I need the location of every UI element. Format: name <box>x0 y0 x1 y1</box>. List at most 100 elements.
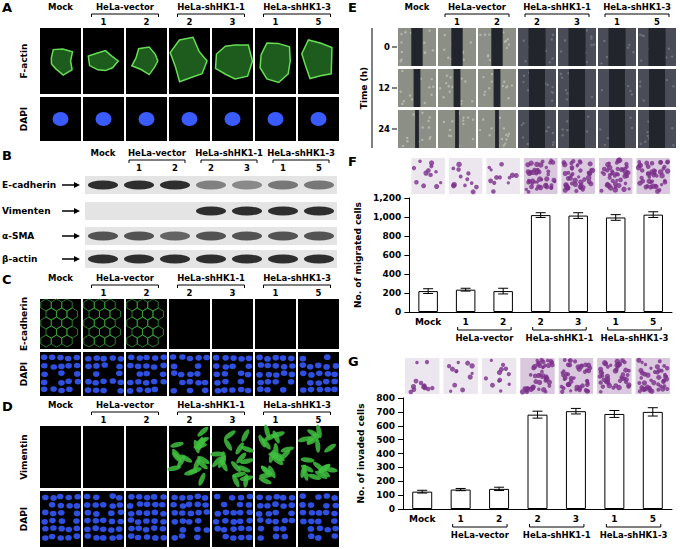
svg-text:3: 3 <box>230 17 236 27</box>
svg-text:24: 24 <box>378 124 390 134</box>
svg-text:400: 400 <box>376 449 395 459</box>
svg-text:HeLa-vector: HeLa-vector <box>455 333 514 343</box>
svg-text:2: 2 <box>494 17 500 27</box>
svg-text:0: 0 <box>389 504 395 514</box>
svg-text:1: 1 <box>273 288 279 298</box>
svg-text:1: 1 <box>614 17 620 27</box>
svg-text:Mock: Mock <box>48 273 73 283</box>
svg-text:F-actin: F-actin <box>19 44 29 79</box>
svg-text:Mock: Mock <box>91 148 116 158</box>
svg-text:HeLa-vector: HeLa-vector <box>128 148 187 158</box>
svg-text:C: C <box>2 272 12 287</box>
svg-text:400: 400 <box>383 269 402 279</box>
svg-text:α-SMA: α-SMA <box>2 231 34 241</box>
svg-text:HeLa-shHK1-3: HeLa-shHK1-3 <box>601 333 669 343</box>
svg-text:HeLa-shHK1-3: HeLa-shHK1-3 <box>600 530 668 540</box>
svg-text:3: 3 <box>573 514 579 524</box>
svg-text:1: 1 <box>136 163 142 173</box>
svg-text:2: 2 <box>496 514 502 524</box>
svg-text:HeLa-shHK1-1: HeLa-shHK1-1 <box>195 148 263 158</box>
svg-text:No. of migrated cells: No. of migrated cells <box>353 202 363 308</box>
svg-text:HeLa-shHK1-3: HeLa-shHK1-3 <box>263 400 331 410</box>
svg-text:G: G <box>348 354 359 369</box>
svg-text:5: 5 <box>650 317 656 327</box>
svg-text:3: 3 <box>574 17 580 27</box>
svg-text:Mock: Mock <box>409 514 436 524</box>
svg-text:800: 800 <box>383 231 402 241</box>
svg-text:DAPI: DAPI <box>19 107 29 131</box>
svg-text:HeLa-shHK1-1: HeLa-shHK1-1 <box>177 273 245 283</box>
svg-text:3: 3 <box>575 317 581 327</box>
svg-text:Mock: Mock <box>405 2 430 12</box>
svg-text:1: 1 <box>101 288 107 298</box>
svg-text:HeLa-vector: HeLa-vector <box>96 273 155 283</box>
svg-text:HeLa-shHK1-1: HeLa-shHK1-1 <box>177 2 245 12</box>
svg-text:2: 2 <box>144 415 150 425</box>
svg-text:HeLa-shHK1-1: HeLa-shHK1-1 <box>523 530 591 540</box>
svg-text:0: 0 <box>384 42 390 52</box>
svg-text:Vimentin: Vimentin <box>19 434 29 480</box>
svg-text:2: 2 <box>172 163 178 173</box>
svg-text:HeLa-shHK1-3: HeLa-shHK1-3 <box>263 273 331 283</box>
svg-text:1,200: 1,200 <box>373 193 401 203</box>
svg-text:1: 1 <box>611 514 617 524</box>
svg-text:HeLa-vector: HeLa-vector <box>96 2 155 12</box>
svg-text:DAPI: DAPI <box>19 362 29 386</box>
svg-text:1,000: 1,000 <box>373 212 401 222</box>
svg-text:2: 2 <box>534 17 540 27</box>
svg-text:600: 600 <box>376 421 395 431</box>
svg-text:E-cadherin: E-cadherin <box>2 180 56 190</box>
svg-text:B: B <box>2 148 12 163</box>
svg-text:β-actin: β-actin <box>2 254 37 264</box>
svg-text:200: 200 <box>376 476 395 486</box>
svg-text:HeLa-vector: HeLa-vector <box>451 530 510 540</box>
svg-text:HeLa-vector: HeLa-vector <box>448 2 507 12</box>
svg-text:300: 300 <box>376 462 395 472</box>
svg-text:HeLa-shHK1-3: HeLa-shHK1-3 <box>603 2 671 12</box>
svg-text:1: 1 <box>458 514 464 524</box>
svg-text:1: 1 <box>273 415 279 425</box>
svg-text:1: 1 <box>280 163 286 173</box>
svg-text:200: 200 <box>383 288 402 298</box>
svg-text:HeLa-vector: HeLa-vector <box>96 400 155 410</box>
svg-text:2: 2 <box>144 17 150 27</box>
svg-text:800: 800 <box>376 393 395 403</box>
svg-text:500: 500 <box>376 435 395 445</box>
svg-text:HeLa-shHK1-1: HeLa-shHK1-1 <box>523 2 591 12</box>
svg-text:5: 5 <box>650 514 656 524</box>
svg-text:2: 2 <box>187 415 193 425</box>
svg-text:E-cadherin: E-cadherin <box>19 297 29 351</box>
svg-text:Vimenten: Vimenten <box>2 206 51 216</box>
svg-text:700: 700 <box>376 407 395 417</box>
svg-text:2: 2 <box>187 17 193 27</box>
svg-text:HeLa-shHK1-1: HeLa-shHK1-1 <box>177 400 245 410</box>
svg-text:3: 3 <box>230 288 236 298</box>
svg-text:E: E <box>348 0 357 15</box>
svg-text:1: 1 <box>454 17 460 27</box>
svg-text:2: 2 <box>500 317 506 327</box>
svg-text:1: 1 <box>273 17 279 27</box>
svg-text:1: 1 <box>463 317 469 327</box>
svg-text:Time (h): Time (h) <box>359 67 369 109</box>
svg-text:12: 12 <box>378 83 390 93</box>
svg-text:2: 2 <box>208 163 214 173</box>
svg-text:HeLa-shHK1-3: HeLa-shHK1-3 <box>263 2 331 12</box>
svg-text:2: 2 <box>144 288 150 298</box>
svg-text:HeLa-shHK1-1: HeLa-shHK1-1 <box>526 333 594 343</box>
svg-text:1: 1 <box>613 317 619 327</box>
svg-text:Mock: Mock <box>48 2 73 12</box>
svg-text:3: 3 <box>230 415 236 425</box>
svg-text:1: 1 <box>101 17 107 27</box>
svg-text:2: 2 <box>534 514 540 524</box>
svg-text:3: 3 <box>244 163 250 173</box>
svg-text:5: 5 <box>316 288 322 298</box>
svg-text:HeLa-shHK1-3: HeLa-shHK1-3 <box>267 148 335 158</box>
svg-text:A: A <box>2 0 12 15</box>
svg-text:5: 5 <box>316 415 322 425</box>
svg-text:2: 2 <box>538 317 544 327</box>
svg-text:0: 0 <box>395 307 401 317</box>
svg-text:5: 5 <box>654 17 660 27</box>
svg-text:5: 5 <box>316 17 322 27</box>
svg-text:No. of invaded cells: No. of invaded cells <box>356 403 366 503</box>
svg-text:DAPI: DAPI <box>19 507 29 531</box>
